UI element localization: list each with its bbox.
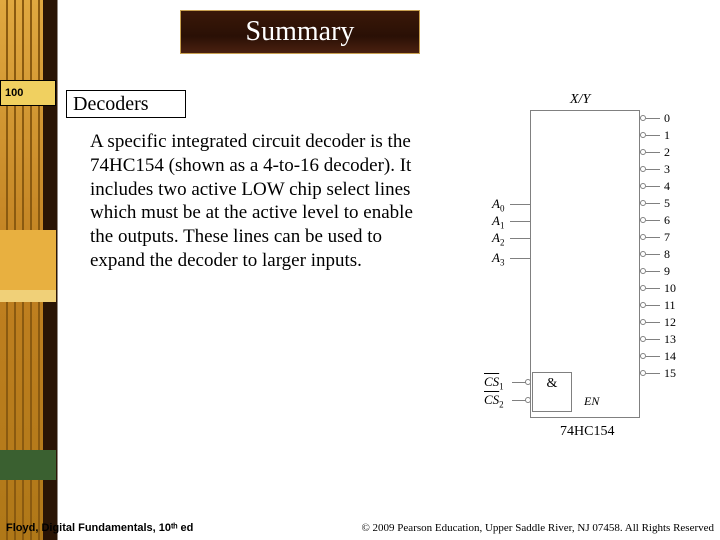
part-number: 74HC154 — [560, 424, 614, 440]
pin-out-12: 12 — [664, 315, 676, 330]
pin-out-5: 5 — [664, 196, 670, 211]
pin-out-2: 2 — [664, 145, 670, 160]
pin-out-0: 0 — [664, 111, 670, 126]
wire-a2 — [510, 238, 530, 239]
pin-out-9: 9 — [664, 264, 670, 279]
pin-out-1: 1 — [664, 128, 670, 143]
side-accent-3 — [0, 290, 56, 302]
wire-out-9 — [646, 271, 660, 272]
pin-out-15: 15 — [664, 366, 676, 381]
pin-out-4: 4 — [664, 179, 670, 194]
title-box: Summary — [180, 10, 420, 54]
pin-out-8: 8 — [664, 247, 670, 262]
pin-out-14: 14 — [664, 349, 676, 364]
pin-a1: A1 — [492, 213, 504, 231]
wire-a0 — [510, 204, 530, 205]
wire-out-4 — [646, 186, 660, 187]
pin-out-3: 3 — [664, 162, 670, 177]
pin-out-10: 10 — [664, 281, 676, 296]
wire-out-7 — [646, 237, 660, 238]
pin-out-7: 7 — [664, 230, 670, 245]
chip-top-label: X/Y — [570, 92, 590, 108]
slide: 100 Summary Decoders A specific integrat… — [0, 0, 720, 540]
wire-out-14 — [646, 356, 660, 357]
and-symbol: & — [533, 373, 571, 393]
body-text: A specific integrated circuit decoder is… — [90, 130, 420, 273]
section-subtitle: Decoders — [66, 90, 186, 118]
pin-out-6: 6 — [664, 213, 670, 228]
and-gate: & — [532, 372, 572, 412]
side-accent-1: 100 — [0, 80, 56, 106]
wire-out-0 — [646, 118, 660, 119]
wire-out-6 — [646, 220, 660, 221]
wire-cs2 — [512, 400, 526, 401]
footer-left: Floyd, Digital Fundamentals, 10ᵗʰ ed — [6, 522, 193, 534]
wire-out-8 — [646, 254, 660, 255]
pin-cs2: CS2 — [484, 392, 504, 410]
pin-a0: A0 — [492, 196, 504, 214]
wire-out-11 — [646, 305, 660, 306]
wire-out-5 — [646, 203, 660, 204]
side-accent-4 — [0, 450, 56, 480]
wire-out-10 — [646, 288, 660, 289]
bubble-cs1 — [525, 379, 531, 385]
page-title: Summary — [246, 16, 355, 47]
wire-out-15 — [646, 373, 660, 374]
wire-out-1 — [646, 135, 660, 136]
pin-a3: A3 — [492, 250, 504, 268]
decoder-diagram: X/Y A0 A1 A2 A3 CS1 CS2 & EN 01234567891… — [450, 110, 700, 440]
wire-out-3 — [646, 169, 660, 170]
wire-a3 — [510, 258, 530, 259]
enable-label: EN — [584, 394, 599, 409]
pin-cs1: CS1 — [484, 374, 504, 392]
pin-out-13: 13 — [664, 332, 676, 347]
side-accent-2 — [0, 230, 56, 290]
wire-cs1 — [512, 382, 526, 383]
pin-a2: A2 — [492, 230, 504, 248]
wire-a1 — [510, 221, 530, 222]
pin-out-11: 11 — [664, 298, 676, 313]
wire-out-13 — [646, 339, 660, 340]
footer-right: © 2009 Pearson Education, Upper Saddle R… — [361, 522, 714, 534]
bubble-cs2 — [525, 397, 531, 403]
wire-out-2 — [646, 152, 660, 153]
wire-out-12 — [646, 322, 660, 323]
